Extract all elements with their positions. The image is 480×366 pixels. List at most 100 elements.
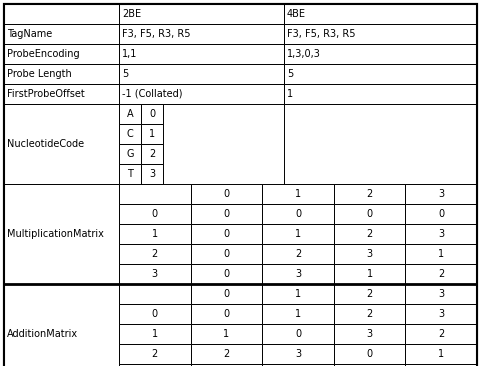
Text: 1: 1: [366, 269, 372, 279]
Bar: [333, 224, 405, 244]
Bar: [4, 84, 119, 104]
Text: 1: 1: [287, 89, 292, 99]
Bar: [405, 344, 476, 364]
Text: 0: 0: [151, 209, 157, 219]
Bar: [119, 144, 141, 164]
Text: 1: 1: [294, 289, 300, 299]
Bar: [333, 244, 405, 264]
Text: T: T: [127, 169, 132, 179]
Bar: [190, 324, 262, 344]
Text: 2: 2: [366, 229, 372, 239]
Bar: [119, 24, 283, 44]
Bar: [405, 204, 476, 224]
Bar: [190, 204, 262, 224]
Text: Probe Length: Probe Length: [7, 69, 72, 79]
Text: 2: 2: [149, 149, 155, 159]
Bar: [333, 364, 405, 366]
Bar: [283, 24, 476, 44]
Text: 3: 3: [437, 289, 444, 299]
Bar: [333, 284, 405, 304]
Text: 3: 3: [294, 349, 300, 359]
Bar: [262, 184, 333, 204]
Bar: [141, 164, 163, 184]
Text: 0: 0: [151, 309, 157, 319]
Bar: [262, 204, 333, 224]
Text: NucleotideCode: NucleotideCode: [7, 139, 84, 149]
Text: 2: 2: [151, 349, 157, 359]
Text: A: A: [126, 109, 133, 119]
Bar: [333, 344, 405, 364]
Text: 3: 3: [366, 249, 372, 259]
Bar: [4, 64, 119, 84]
Text: 3: 3: [294, 269, 300, 279]
Bar: [119, 124, 141, 144]
Bar: [333, 184, 405, 204]
Bar: [262, 264, 333, 284]
Text: 0: 0: [223, 249, 229, 259]
Text: 1: 1: [437, 349, 444, 359]
Text: 2BE: 2BE: [122, 9, 141, 19]
Bar: [119, 4, 283, 24]
Text: 2: 2: [366, 289, 372, 299]
Bar: [283, 84, 476, 104]
Bar: [141, 124, 163, 144]
Text: 3: 3: [151, 269, 157, 279]
Bar: [119, 224, 190, 244]
Bar: [190, 264, 262, 284]
Text: 1: 1: [151, 229, 157, 239]
Bar: [262, 244, 333, 264]
Text: 0: 0: [294, 329, 300, 339]
Text: MultiplicationMatrix: MultiplicationMatrix: [7, 229, 104, 239]
Text: 0: 0: [437, 209, 444, 219]
Bar: [262, 344, 333, 364]
Text: 1: 1: [151, 329, 157, 339]
Text: 1: 1: [294, 309, 300, 319]
Bar: [262, 324, 333, 344]
Text: G: G: [126, 149, 133, 159]
Text: 5: 5: [122, 69, 128, 79]
Text: 2: 2: [366, 309, 372, 319]
Bar: [141, 104, 163, 124]
Text: 0: 0: [149, 109, 155, 119]
Bar: [119, 304, 190, 324]
Bar: [119, 244, 190, 264]
Bar: [333, 304, 405, 324]
Bar: [4, 184, 119, 284]
Bar: [283, 64, 476, 84]
Bar: [4, 284, 119, 366]
Bar: [190, 344, 262, 364]
Text: 1: 1: [437, 249, 444, 259]
Text: 0: 0: [294, 209, 300, 219]
Text: 2: 2: [437, 269, 444, 279]
Bar: [4, 4, 119, 24]
Bar: [119, 104, 141, 124]
Text: 0: 0: [223, 209, 229, 219]
Bar: [333, 264, 405, 284]
Text: 0: 0: [223, 269, 229, 279]
Bar: [190, 364, 262, 366]
Bar: [405, 324, 476, 344]
Bar: [119, 204, 190, 224]
Text: 2: 2: [366, 189, 372, 199]
Bar: [119, 164, 141, 184]
Bar: [333, 324, 405, 344]
Text: 3: 3: [437, 189, 444, 199]
Bar: [119, 364, 190, 366]
Bar: [119, 324, 190, 344]
Bar: [4, 104, 119, 184]
Bar: [119, 64, 283, 84]
Text: 0: 0: [223, 229, 229, 239]
Bar: [190, 184, 262, 204]
Bar: [283, 4, 476, 24]
Bar: [262, 224, 333, 244]
Bar: [119, 264, 190, 284]
Text: 1: 1: [294, 189, 300, 199]
Bar: [283, 44, 476, 64]
Text: 3: 3: [437, 229, 444, 239]
Text: F3, F5, R3, R5: F3, F5, R3, R5: [122, 29, 190, 39]
Text: ProbeEncoding: ProbeEncoding: [7, 49, 80, 59]
Text: 1: 1: [223, 329, 229, 339]
Text: 0: 0: [366, 209, 372, 219]
Bar: [405, 264, 476, 284]
Text: F3, F5, R3, R5: F3, F5, R3, R5: [287, 29, 355, 39]
